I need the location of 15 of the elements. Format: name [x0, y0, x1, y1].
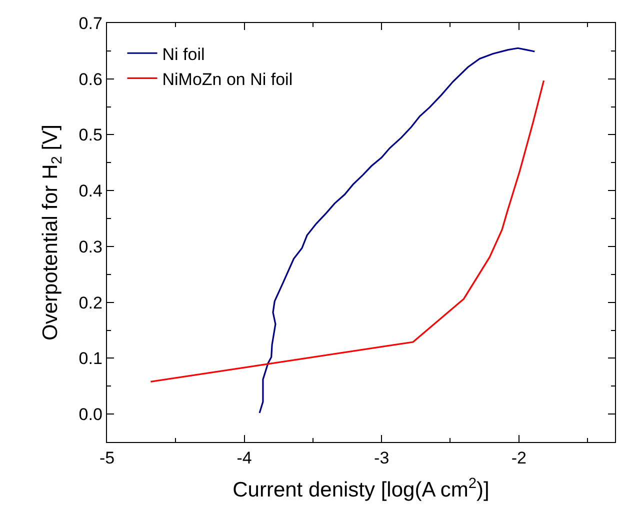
y-tick-label: 0.0	[78, 405, 102, 424]
x-tick-label: -2	[511, 448, 526, 468]
y-tick-label: 0.3	[78, 237, 102, 256]
y-tick-label: 0.4	[78, 182, 102, 201]
x-axis-title: Current denisty [log(A cm$^{2}$)]	[232, 476, 490, 502]
x-tick-label: -4	[236, 448, 252, 468]
y-tick-label: 0.6	[78, 70, 102, 89]
legend-label: NiMoZn on Ni foil	[162, 70, 293, 89]
y-tick-label: 0.1	[78, 349, 102, 368]
x-tick-label: -3	[374, 448, 390, 468]
y-tick-label: 0.7	[78, 14, 102, 33]
x-tick-label: -5	[99, 448, 115, 468]
legend-label: Ni foil	[162, 44, 205, 64]
y-tick-label: 0.5	[78, 126, 102, 145]
y-tick-label: 0.2	[78, 293, 102, 312]
